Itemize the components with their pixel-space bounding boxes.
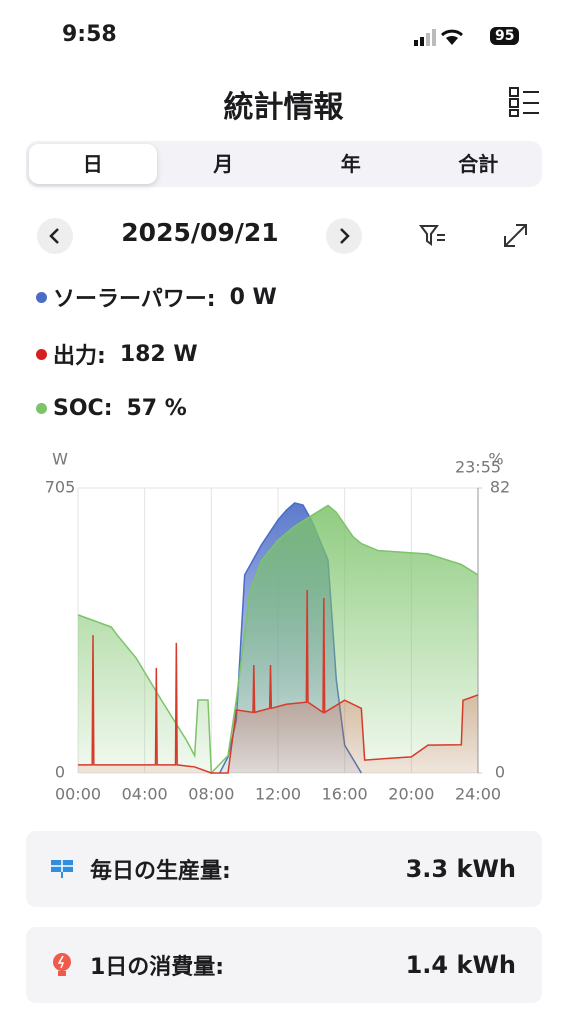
period-tabs: 日 月 年 合計 (26, 141, 542, 187)
reading: ソーラーパワー: 0 W (36, 281, 277, 313)
x-tick-label: 04:00 (122, 785, 168, 804)
status-time: 9:58 (62, 22, 117, 47)
page-title: 統計情報 (223, 90, 344, 125)
x-tick-label: 08:00 (188, 785, 234, 804)
area-fill (78, 505, 478, 773)
x-tick-label: 12:00 (255, 785, 301, 804)
y2-tick-label: 0 (495, 763, 505, 782)
area-fill (78, 589, 478, 773)
x-tick-label: 00:00 (55, 785, 101, 804)
battery-level: 95 (490, 27, 520, 45)
cursor-time: 23:55 (455, 458, 501, 477)
y2-axis-label: % (488, 450, 503, 469)
date-label: 2025/09/21 (121, 218, 279, 247)
tab[interactable]: 年 (340, 152, 361, 176)
reading: 出力: 182 W (36, 338, 198, 370)
filter-icon[interactable] (418, 222, 448, 250)
reading-label: 出力: (53, 344, 106, 369)
y2-tick-label: 82 (490, 478, 510, 497)
reading-label: ソーラーパワー: (53, 287, 216, 312)
chart: W % 23:55 00:00 04:00 08:00 12:00 16:00 20:00… (45, 450, 510, 804)
next-button[interactable] (326, 218, 362, 254)
reading-value: 57 % (126, 396, 187, 421)
reading-label: SOC: (53, 396, 113, 421)
summary-card: 1日の消費量: 1.4 kWh (26, 927, 542, 1003)
status-icons (414, 29, 463, 46)
expand-icon[interactable] (502, 222, 530, 250)
y-tick-label: 0 (55, 763, 65, 782)
list-icon[interactable] (508, 86, 540, 118)
prev-button[interactable] (37, 218, 73, 254)
area-line (78, 589, 479, 774)
area-line (77, 504, 479, 775)
reading-value: 0 W (229, 284, 277, 310)
summary-value: 1.4 kWh (405, 951, 516, 979)
tab[interactable]: 合計 (458, 152, 499, 176)
tab[interactable]: 日 (29, 144, 157, 184)
y-axis-label: W (52, 450, 68, 469)
summary-card: 毎日の生産量: 3.3 kWh (26, 831, 542, 907)
y-tick-label: 705 (45, 478, 76, 497)
x-tick-label: 16:00 (322, 785, 368, 804)
x-tick-label: 20:00 (388, 785, 434, 804)
summary-value: 3.3 kWh (405, 855, 516, 883)
summary-label: 毎日の生産量: (90, 859, 231, 884)
reading-value: 182 W (119, 341, 198, 367)
summary-label: 1日の消費量: (90, 955, 225, 980)
x-tick-label: 24:00 (455, 785, 501, 804)
tab[interactable]: 月 (213, 152, 234, 176)
reading: SOC: 57 % (36, 396, 187, 421)
